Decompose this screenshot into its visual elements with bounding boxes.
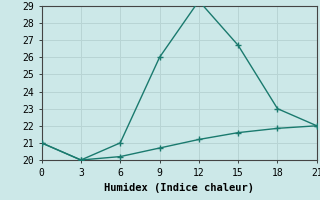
X-axis label: Humidex (Indice chaleur): Humidex (Indice chaleur) [104,183,254,193]
